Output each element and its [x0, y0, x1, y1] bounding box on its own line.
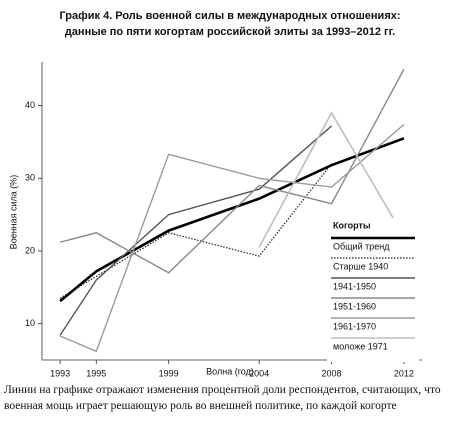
legend-label: Общий тренд [333, 241, 390, 251]
chart: График 4. Роль военной силы в международ… [8, 10, 422, 378]
series-line [258, 111, 405, 248]
x-axis-label: Волна (год) [206, 366, 254, 376]
legend-label: 1961-1970 [333, 321, 376, 331]
y-tick-label: 30 [25, 173, 35, 183]
series-line [59, 68, 405, 274]
legend-label: Старше 1940 [333, 261, 388, 271]
x-tick-label: 2012 [394, 368, 414, 378]
legend-title: Когорты [333, 220, 371, 230]
series-line [59, 123, 405, 353]
legend-label: моложе 1971 [333, 341, 388, 351]
legend-label: 1951-1960 [333, 301, 376, 311]
y-axis-label: Военная сила (%) [8, 175, 18, 250]
series-line [59, 137, 405, 303]
series-line [59, 163, 332, 299]
legend-label: 1941-1950 [333, 281, 376, 291]
x-tick-label: 1995 [86, 368, 106, 378]
x-tick-label: 2004 [249, 368, 269, 378]
caption: Линии на графике отражают изменения проц… [4, 384, 441, 412]
series-line [59, 125, 332, 336]
x-tick-label: 1993 [50, 368, 70, 378]
x-tick-label: 1999 [159, 368, 179, 378]
chart-title: График 4. Роль военной силы в международ… [59, 10, 400, 22]
x-tick-label: 2008 [322, 368, 342, 378]
chart-title: данные по пяти когортам российской элиты… [65, 26, 395, 38]
y-tick-label: 40 [25, 100, 35, 110]
y-tick-label: 10 [25, 318, 35, 328]
y-tick-label: 20 [25, 245, 35, 255]
